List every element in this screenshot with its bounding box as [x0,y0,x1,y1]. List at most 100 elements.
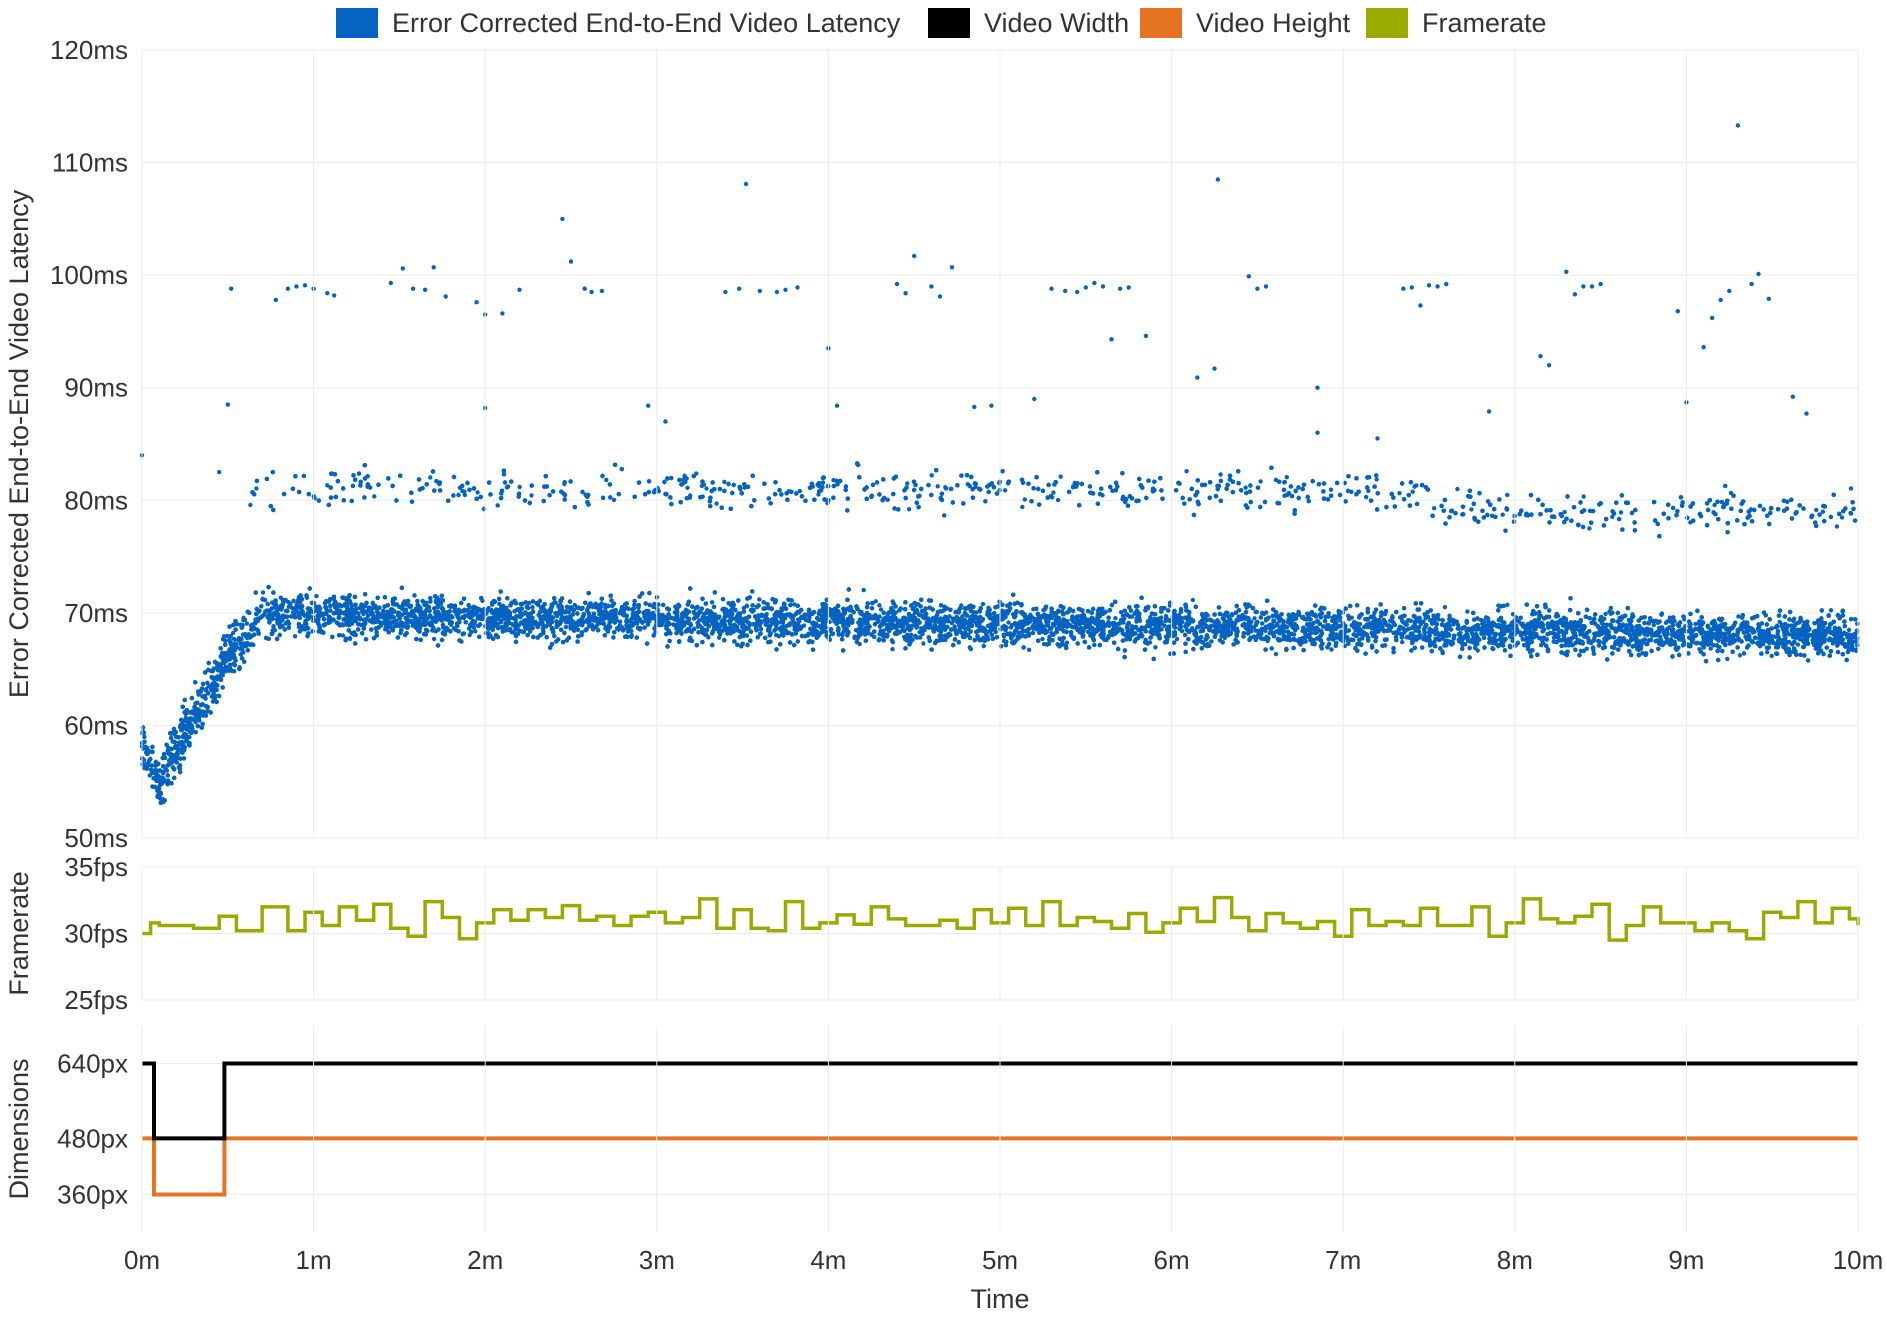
legend-label-video-width: Video Width [984,8,1129,38]
latency-point [704,486,709,491]
latency-point [1328,487,1334,492]
latency-point [1008,625,1014,630]
latency-point [906,507,912,512]
y-tick-label: 90ms [64,373,128,403]
latency-point [1118,610,1124,615]
latency-point [1834,524,1840,529]
latency-point [757,597,762,602]
y-tick-label: 120ms [50,35,128,65]
latency-point [1777,619,1782,625]
latency-point [1113,616,1118,621]
latency-point [529,493,534,498]
latency-point [1055,497,1061,503]
latency-point [1051,490,1056,495]
latency-point [1190,597,1196,603]
latency-point [1374,477,1379,482]
latency-point [1708,646,1713,651]
latency-point [1243,485,1248,490]
latency-point [1284,475,1290,480]
latency-point [347,636,353,641]
latency-point [1651,622,1657,628]
latency-point [716,635,722,640]
latency-point [1753,635,1758,640]
latency-point [1092,642,1097,648]
latency-point [878,607,884,612]
latency-point [1002,488,1008,493]
latency-point [466,626,472,631]
latency-point [1814,507,1819,513]
latency-point [1820,509,1826,514]
legend-swatch-latency [336,8,378,38]
latency-point [1728,490,1734,496]
latency-point [254,486,259,491]
latency-point [1410,489,1415,494]
latency-point [1505,602,1510,607]
latency-point [1432,506,1437,511]
latency-point [260,590,266,595]
latency-point [905,481,910,486]
latency-point [1455,486,1460,492]
legend-item-video-height[interactable]: Video Height [1140,8,1351,38]
y-tick-label: 110ms [52,148,128,178]
latency-point [1795,642,1801,647]
latency-point [1663,620,1669,625]
latency-point [1769,653,1774,659]
latency-point [935,484,940,489]
legend-item-video-width[interactable]: Video Width [928,8,1129,38]
latency-point [1153,645,1158,650]
latency-point [1603,611,1608,617]
latency-point [497,601,502,606]
legend-item-framerate[interactable]: Framerate [1366,8,1547,38]
y-tick-label: 80ms [64,485,128,515]
legend-swatch-framerate [1366,8,1408,38]
latency-point [517,484,522,490]
legend: Error Corrected End-to-End Video Latency… [336,8,1547,38]
latency-point [890,647,895,652]
latency-point [1252,616,1257,621]
legend-item-latency[interactable]: Error Corrected End-to-End Video Latency [336,8,901,38]
y-tick-label: 50ms [64,823,128,853]
latency-panel: 120ms110ms100ms90ms80ms70ms60ms50msError… [4,35,1860,853]
latency-point [1693,621,1698,627]
latency-point [1828,608,1834,613]
latency-point [1447,613,1452,618]
latency-point [980,601,986,607]
latency-point [1608,605,1614,611]
latency-point [425,616,430,621]
latency-point [230,630,236,636]
latency-point [1442,605,1448,610]
latency-point [244,621,250,626]
latency-point [1026,647,1032,652]
latency-point [873,599,878,604]
latency-point [1465,609,1470,614]
latency-point [877,603,882,608]
latency-point [1537,609,1542,615]
latency-point [1551,635,1557,640]
latency-point [1174,636,1180,642]
legend-label-framerate: Framerate [1422,8,1547,38]
latency-point [1058,474,1063,479]
legend-swatch-video-height [1140,8,1182,38]
latency-point [1737,653,1743,658]
latency-point [709,600,715,605]
latency-point [340,633,346,638]
latency-point [1587,526,1592,531]
latency-point [1765,650,1770,655]
latency-point [292,634,298,639]
latency-point [1725,656,1730,662]
latency-point [1500,512,1505,517]
y-tick-label: 70ms [64,598,128,628]
latency-point [861,587,866,593]
latency-point [949,620,954,626]
latency-point [325,483,330,488]
latency-point [1618,510,1624,515]
latency-point [1736,614,1741,619]
latency-point [921,641,926,646]
y-tick-label: 60ms [64,710,128,740]
latency-point [1258,479,1263,484]
latency-point [428,475,433,480]
latency-point [147,773,152,778]
latency-point [1020,504,1025,510]
latency-point [1006,620,1011,625]
